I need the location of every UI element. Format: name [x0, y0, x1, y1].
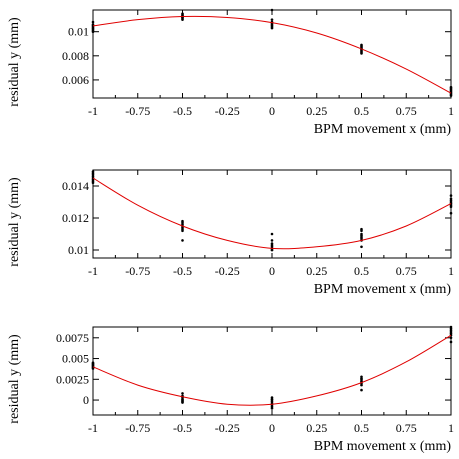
data-point	[449, 205, 453, 209]
y-axis-label: residual y (mm)	[7, 334, 22, 424]
x-tick-label: 0.5	[354, 104, 369, 118]
data-point	[449, 194, 453, 197]
y-tick-label: 0.0025	[56, 372, 89, 386]
data-point	[270, 18, 274, 21]
data-point	[181, 401, 184, 404]
y-tick-label: 0.006	[62, 73, 89, 87]
x-tick-label: 0.5	[354, 421, 369, 435]
fit-curve	[92, 15, 452, 94]
x-tick-label: 0.75	[396, 264, 417, 278]
x-axis-label: BPM movement x (mm)	[314, 439, 452, 454]
x-tick-label: -0.5	[173, 421, 192, 435]
data-point	[270, 239, 274, 242]
x-tick-label: 1	[448, 421, 454, 435]
y-tick-label: 0.01	[68, 243, 89, 257]
x-tick-label: -0.25	[215, 421, 240, 435]
data-point	[91, 367, 95, 370]
data-point	[449, 94, 453, 97]
y-tick-label: 0.008	[62, 49, 89, 63]
x-tick-label: 0.75	[396, 421, 417, 435]
x-tick-label: 0.25	[306, 264, 327, 278]
data-point	[360, 52, 363, 55]
data-point	[91, 181, 95, 185]
x-tick-label: -0.75	[125, 264, 150, 278]
data-point	[91, 30, 95, 33]
x-tick-label: 0	[269, 421, 275, 435]
data-point	[449, 211, 453, 215]
x-tick-label: 0	[269, 264, 275, 278]
x-tick-label: -0.25	[215, 104, 240, 118]
panel-1: -1 -0.75 -0.5 -0.25 0 0.25 0.5 0.75 1 0.006 0.008 0…	[7, 8, 454, 137]
y-tick-label: 0.014	[62, 179, 89, 193]
x-tick-label: 0.5	[354, 264, 369, 278]
data-point	[449, 340, 453, 344]
panel-2: -1 -0.75 -0.5 -0.25 0 0.25 0.5 0.75 1 0.01 0.012 0.…	[7, 169, 454, 297]
data-point	[449, 336, 453, 340]
data-point	[270, 248, 274, 252]
x-tick-label: 0	[269, 104, 275, 118]
x-tick-label: -1	[88, 104, 98, 118]
data-point	[181, 239, 184, 242]
data-point	[360, 383, 363, 387]
data-point	[181, 392, 184, 395]
y-tick-label: 0.0075	[56, 331, 89, 345]
x-tick-label: -1	[88, 264, 98, 278]
fit-curve	[92, 334, 452, 406]
x-tick-label: 1	[448, 104, 454, 118]
x-tick-label: -1	[88, 421, 98, 435]
y-tick-label: 0.005	[62, 352, 89, 366]
x-tick-label: 0.25	[306, 421, 327, 435]
fit-curve	[92, 177, 452, 250]
x-axis-label: BPM movement x (mm)	[314, 282, 452, 297]
data-point	[360, 388, 363, 392]
data-point	[360, 229, 363, 233]
x-tick-label: -0.5	[173, 104, 192, 118]
data-point	[181, 18, 184, 21]
data-point	[91, 20, 95, 24]
data-point	[181, 229, 184, 233]
x-tick-label: 0.75	[396, 104, 417, 118]
x-tick-label: 1	[448, 264, 454, 278]
y-tick-label: 0	[83, 393, 89, 407]
data-point	[270, 407, 274, 410]
y-tick-label: 0.012	[62, 211, 89, 225]
x-tick-label: -0.75	[125, 104, 150, 118]
y-axis-label: residual y (mm)	[7, 17, 22, 107]
panel-3: -1 -0.75 -0.5 -0.25 0 0.25 0.5 0.75 1 0 0.0025 0.00…	[7, 325, 454, 454]
x-tick-label: 0.25	[306, 104, 327, 118]
y-axis-label: residual y (mm)	[7, 177, 22, 267]
x-tick-label: -0.75	[125, 421, 150, 435]
data-point	[360, 245, 363, 249]
y-tick-label: 0.01	[68, 25, 89, 39]
data-point	[270, 232, 274, 236]
x-tick-label: -0.5	[173, 264, 192, 278]
x-axis-label: BPM movement x (mm)	[314, 122, 452, 137]
data-point	[270, 26, 274, 30]
data-point	[270, 8, 274, 12]
x-tick-label: -0.25	[215, 264, 240, 278]
